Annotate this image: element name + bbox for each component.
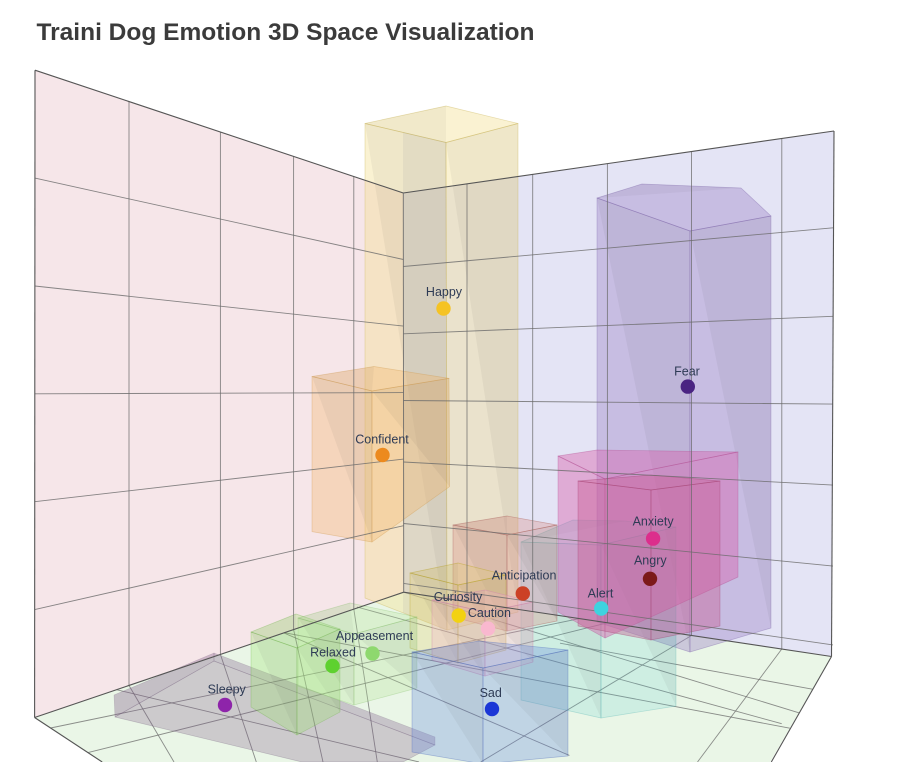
svg-text:Caution: Caution [468,606,511,620]
svg-text:Sleepy: Sleepy [208,683,247,697]
svg-text:Appeasement: Appeasement [336,629,414,643]
svg-text:Happy: Happy [426,285,463,299]
svg-text:Angry: Angry [634,554,667,568]
svg-text:Sad: Sad [480,686,502,700]
svg-text:Confident: Confident [355,433,409,447]
svg-text:Relaxed: Relaxed [310,646,356,660]
svg-text:Alert: Alert [588,587,614,601]
svg-text:Anxiety: Anxiety [633,514,675,528]
svg-text:Anticipation: Anticipation [492,568,557,582]
svg-text:Curiosity: Curiosity [434,590,483,604]
svg-text:Traini Dog Emotion 3D Space Vi: Traini Dog Emotion 3D Space Visualizatio… [37,19,535,46]
svg-text:Fear: Fear [674,365,700,379]
